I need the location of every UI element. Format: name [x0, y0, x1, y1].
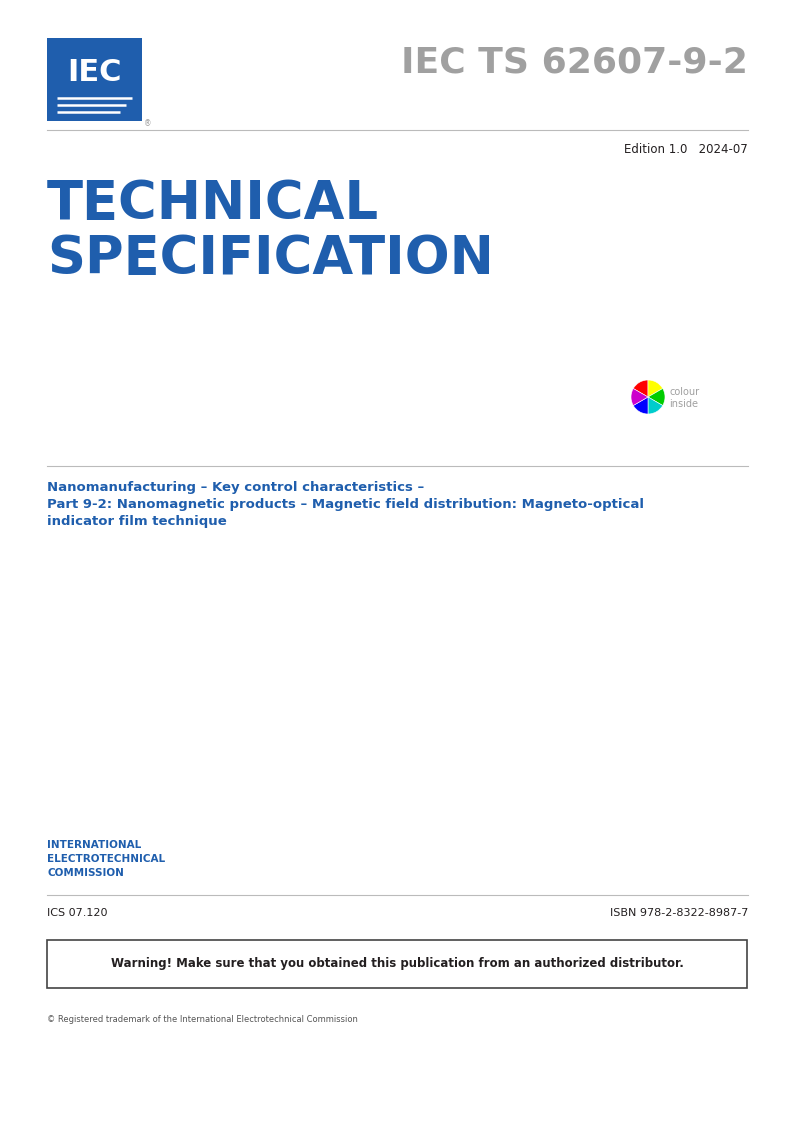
Text: IEC: IEC: [67, 58, 122, 88]
Bar: [47, 38, 142, 121]
Text: Edition 1.0   2024-07: Edition 1.0 2024-07: [624, 142, 748, 156]
Text: INTERNATIONAL: INTERNATIONAL: [47, 840, 141, 850]
Text: Warning! Make sure that you obtained this publication from an authorized distrib: Warning! Make sure that you obtained thi…: [110, 957, 684, 971]
Text: IEC TS 62607-9-2: IEC TS 62607-9-2: [401, 45, 748, 79]
Text: ELECTROTECHNICAL: ELECTROTECHNICAL: [47, 854, 165, 864]
Text: COMMISSION: COMMISSION: [47, 868, 124, 879]
Text: TECHNICAL: TECHNICAL: [47, 178, 379, 230]
Wedge shape: [648, 380, 663, 397]
Wedge shape: [648, 397, 663, 414]
Text: inside: inside: [669, 399, 698, 410]
Wedge shape: [634, 397, 648, 414]
Text: Part 9-2: Nanomagnetic products – Magnetic field distribution: Magneto-optical: Part 9-2: Nanomagnetic products – Magnet…: [47, 498, 644, 511]
Text: Nanomanufacturing – Key control characteristics –: Nanomanufacturing – Key control characte…: [47, 481, 424, 494]
Text: ®: ®: [144, 119, 151, 128]
Wedge shape: [631, 388, 648, 405]
Text: ISBN 978-2-8322-8987-7: ISBN 978-2-8322-8987-7: [610, 908, 748, 918]
Text: indicator film technique: indicator film technique: [47, 515, 227, 528]
Text: SPECIFICATION: SPECIFICATION: [47, 233, 494, 285]
Text: © Registered trademark of the International Electrotechnical Commission: © Registered trademark of the Internatio…: [47, 1015, 358, 1024]
Text: ICS 07.120: ICS 07.120: [47, 908, 108, 918]
Text: colour: colour: [669, 387, 699, 397]
Bar: [47, 940, 747, 988]
Wedge shape: [634, 380, 648, 397]
Wedge shape: [648, 388, 665, 405]
